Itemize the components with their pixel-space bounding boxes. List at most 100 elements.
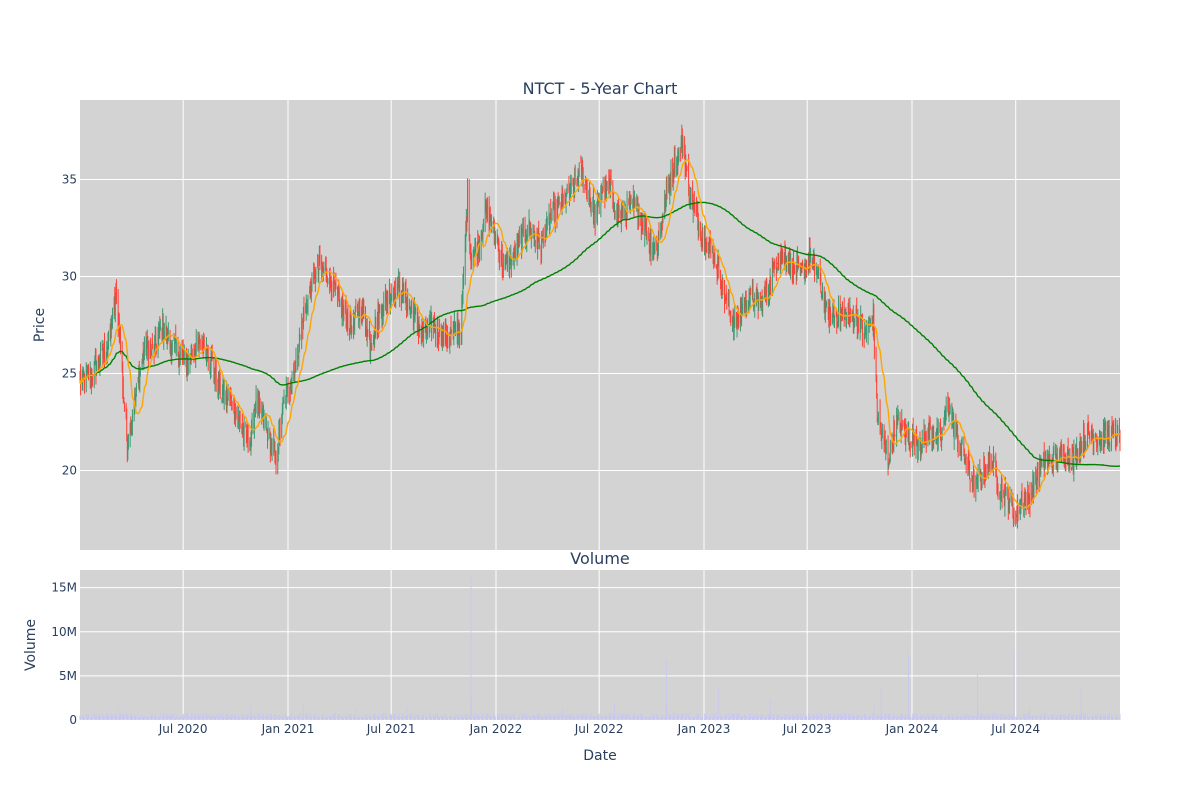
candle-body [525, 233, 526, 240]
volume-bar [977, 673, 978, 720]
volume-bar [622, 713, 624, 720]
volume-bar [239, 716, 241, 720]
candle-body [988, 454, 990, 464]
volume-bar [85, 714, 87, 720]
candle-body [892, 441, 893, 446]
candle-body [130, 424, 132, 434]
volume-bar [945, 715, 947, 720]
volume-bar [561, 716, 563, 720]
volume-bar [1040, 714, 1042, 720]
volume-bar [632, 714, 634, 720]
candle-body [535, 240, 536, 243]
volume-bar [1024, 713, 1026, 720]
volume-bar [448, 715, 450, 720]
candle-body [1000, 496, 1001, 500]
volume-bar [620, 716, 622, 720]
volume-bar [131, 715, 133, 720]
candle-body [369, 338, 371, 354]
volume-bar [475, 715, 476, 720]
volume-bar [162, 713, 164, 720]
candle-body [290, 385, 292, 391]
volume-bar [137, 714, 139, 720]
volume-bar [670, 715, 672, 720]
candle-body [757, 290, 758, 300]
volume-bar [957, 717, 959, 720]
candle-body [720, 279, 721, 289]
candle-body [844, 310, 846, 313]
candle-body [467, 189, 468, 220]
candle-body [1001, 481, 1003, 500]
candle-body [334, 288, 336, 291]
candle-body [712, 248, 714, 262]
volume-bar [214, 715, 216, 720]
candle-body [1025, 496, 1026, 500]
candle-body [430, 315, 432, 319]
volume-bar [263, 717, 264, 720]
candle-body [681, 136, 683, 139]
volume-bar [325, 717, 327, 720]
candle-body [530, 227, 532, 236]
candle-body [253, 419, 255, 426]
candle-body [217, 384, 219, 393]
volume-bar [529, 715, 531, 720]
volume-bar [746, 716, 748, 720]
volume-bar [341, 715, 343, 720]
volume-bar [604, 714, 606, 720]
volume-bar [1004, 717, 1006, 720]
volume-bar [154, 713, 156, 720]
volume-bar [811, 716, 813, 720]
volume-bar [1036, 716, 1038, 720]
candle-body [485, 204, 487, 210]
volume-bar [483, 717, 484, 720]
volume-bar [381, 715, 383, 720]
volume-bar [804, 717, 806, 720]
candle-body [1028, 494, 1030, 504]
candle-body [181, 351, 183, 353]
candle-body [473, 254, 475, 257]
candle-body [223, 385, 224, 401]
volume-bar [205, 713, 207, 720]
candle-body [678, 154, 679, 165]
candle-body [963, 444, 965, 455]
volume-bar [577, 714, 579, 720]
candle-body [294, 371, 296, 377]
candle-body [865, 331, 867, 335]
candle-body [979, 469, 981, 472]
volume-bar [753, 714, 755, 720]
volume-bar [162, 716, 164, 720]
volume-bar [118, 717, 120, 720]
volume-bar [754, 714, 756, 720]
candle-body [357, 306, 358, 308]
volume-bar [748, 717, 750, 720]
candle-body [887, 445, 889, 466]
candle-body [514, 251, 516, 253]
volume-bar [508, 715, 510, 720]
volume-bar [824, 716, 826, 720]
volume-bar [286, 716, 288, 720]
candle-body [205, 349, 207, 355]
candle-body [496, 239, 498, 243]
volume-bar [533, 715, 535, 720]
candle-body [488, 199, 490, 227]
volume-bar [971, 716, 973, 720]
volume-bar [568, 714, 570, 720]
candle-body [222, 392, 223, 396]
volume-bar [202, 717, 204, 720]
volume-bar [1035, 715, 1037, 720]
volume-bar [230, 716, 232, 720]
candle-body [876, 399, 878, 419]
candle-body [932, 432, 933, 443]
volume-bar [1092, 717, 1094, 720]
volume-chart-title: Volume [570, 549, 630, 568]
candle-body [258, 399, 259, 413]
candle-body [894, 422, 895, 436]
candle-body [737, 308, 738, 323]
volume-bar [270, 713, 272, 720]
candle-body [329, 268, 330, 284]
candle-body [1023, 498, 1025, 507]
volume-bar [1107, 715, 1108, 720]
volume-bar [210, 716, 212, 720]
volume-bar [427, 717, 429, 720]
candle-body [490, 213, 491, 222]
candle-body [868, 318, 870, 326]
